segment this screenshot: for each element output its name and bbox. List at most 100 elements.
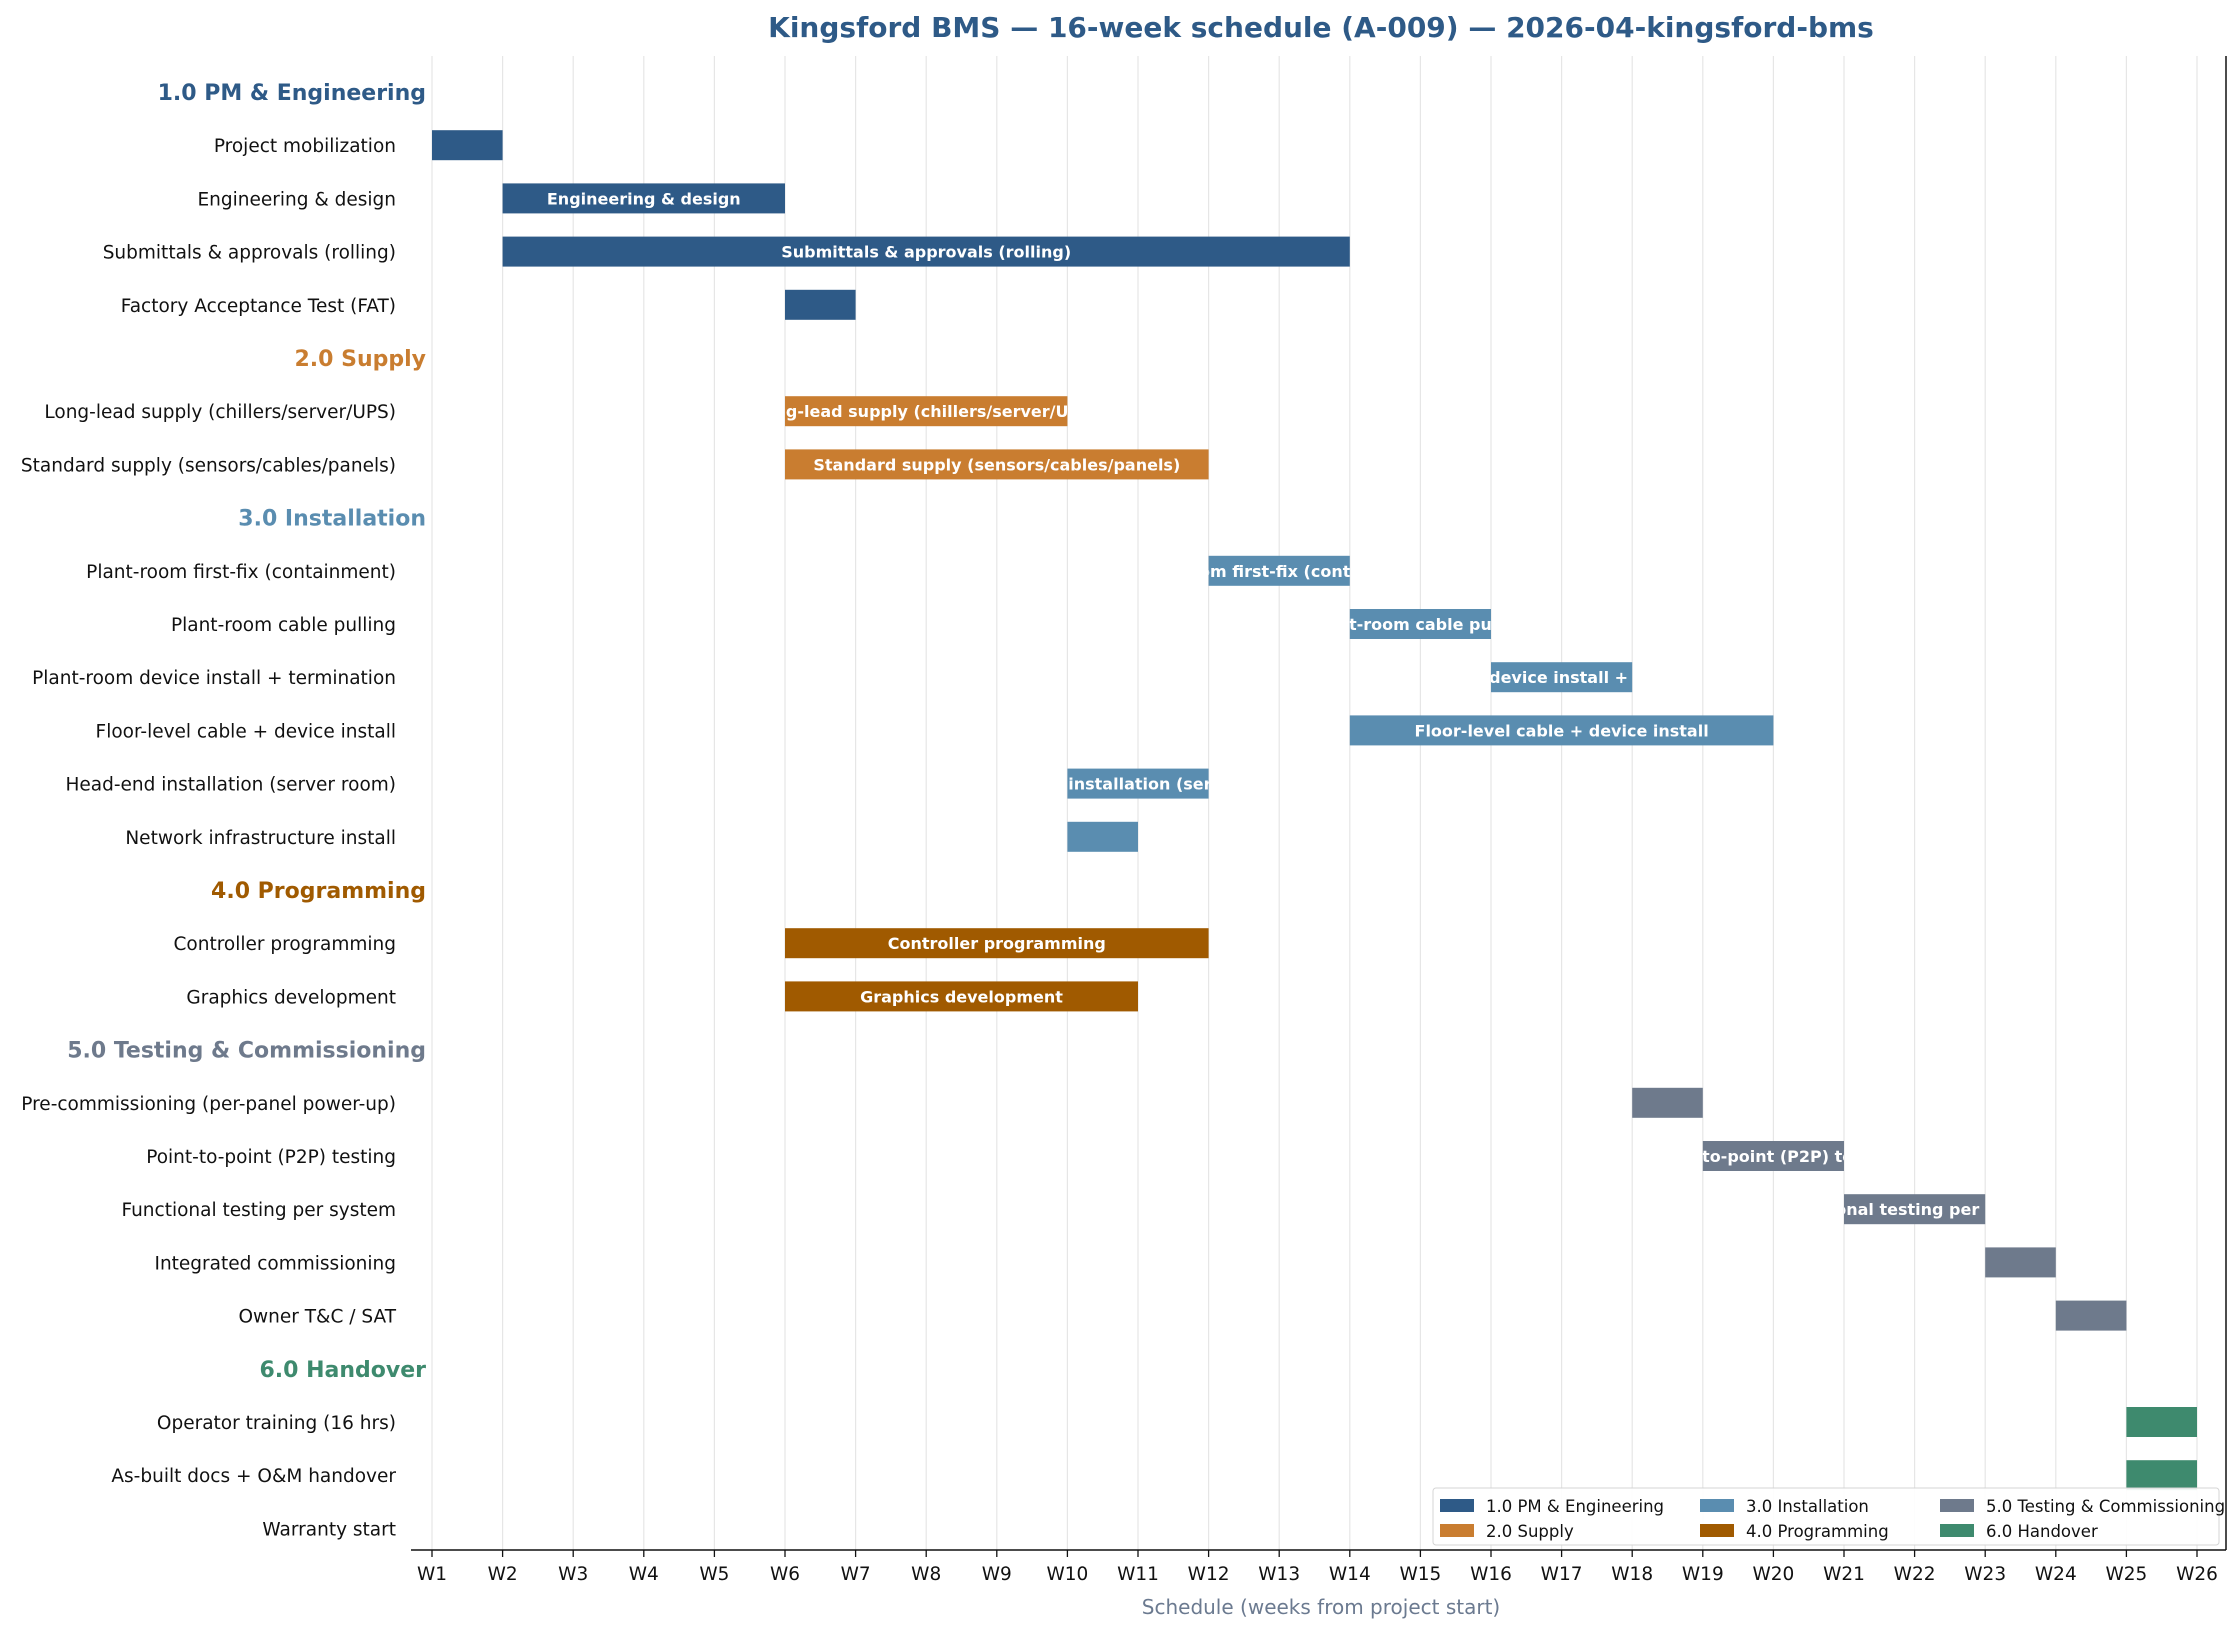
legend-swatch	[1700, 1524, 1734, 1537]
task-bar	[785, 928, 1209, 959]
chart-title: Kingsford BMS — 16-week schedule (A-009)…	[768, 11, 1874, 44]
legend: 1.0 PM & Engineering 2.0 Supply 3.0 Instal…	[1432, 1487, 2225, 1546]
bar-label: Head-end installation (server room)	[976, 775, 1300, 794]
x-tick-label: W12	[1188, 1564, 1230, 1585]
bar-label: Plant-room first-fix (containment)	[1126, 562, 1432, 581]
task-label: Point-to-point (P2P) testing	[146, 1147, 396, 1168]
task-label: Long-lead supply (chillers/server/UPS)	[44, 402, 396, 423]
bar-label: Standard supply (sensors/cables/panels)	[813, 455, 1180, 474]
x-tick-label: W7	[841, 1564, 871, 1585]
x-tick-label: W18	[1611, 1564, 1653, 1585]
bar-label: Graphics development	[860, 987, 1063, 1006]
x-tick-label: W8	[911, 1564, 941, 1585]
task-label: Operator training (16 hrs)	[157, 1413, 396, 1434]
task-label: Pre-commissioning (per-panel power-up)	[21, 1094, 396, 1115]
x-axis: W1 W2 W3 W4 W5 W6 W7 W8 W9 W10 W11 W12 W13 W14 W15 W16 W…	[411, 56, 2227, 1585]
bar-label: Controller programming	[888, 934, 1106, 953]
bar-label: Plant-room device install + termination	[1383, 668, 1740, 687]
task-label: Functional testing per system	[121, 1200, 396, 1221]
task-label: Plant-room device install + termination	[32, 668, 396, 689]
bar-label: Long-lead supply (chillers/server/UPS)	[753, 402, 1099, 421]
legend-swatch	[1700, 1499, 1734, 1512]
task-bar	[1702, 1141, 1844, 1171]
group-label: 4.0 Programming	[211, 879, 426, 904]
task-label: Graphics development	[186, 987, 396, 1008]
group-label: 1.0 PM & Engineering	[158, 81, 426, 106]
x-tick-label: W26	[2176, 1564, 2218, 1585]
x-tick-label: W23	[1964, 1564, 2006, 1585]
task-bar	[502, 183, 785, 214]
task-bar	[2055, 1300, 2127, 1331]
x-tick-label: W11	[1117, 1564, 1159, 1585]
task-label: Head-end installation (server room)	[65, 775, 396, 796]
x-tick-label: W6	[770, 1564, 800, 1585]
task-label: Engineering & design	[197, 189, 396, 210]
x-tick-label: W2	[488, 1564, 518, 1585]
task-label: Standard supply (sensors/cables/panels)	[21, 455, 396, 476]
task-label: Factory Acceptance Test (FAT)	[121, 296, 396, 317]
task-bar	[785, 449, 1209, 480]
bar-label: Functional testing per system	[1780, 1200, 2050, 1219]
x-tick-label: W22	[1894, 1564, 1936, 1585]
task-bar	[2126, 1407, 2197, 1437]
legend-swatch	[1440, 1499, 1474, 1512]
task-bar	[502, 236, 1350, 267]
group-label: 3.0 Installation	[238, 507, 426, 532]
group-label: 2.0 Supply	[294, 347, 426, 372]
legend-swatch	[1940, 1499, 1974, 1512]
task-bar	[785, 289, 856, 320]
task-label: Plant-room cable pulling	[171, 615, 396, 636]
task-label: Network infrastructure install	[125, 828, 396, 849]
task-label: Controller programming	[174, 934, 396, 955]
group-label: 6.0 Handover	[259, 1358, 426, 1383]
x-tick-label: W21	[1823, 1564, 1865, 1585]
task-bar	[1208, 555, 1350, 586]
task-bar	[1632, 1087, 1703, 1118]
legend-swatch	[1940, 1524, 1974, 1537]
x-tick-label: W5	[699, 1564, 729, 1585]
x-tick-label: W15	[1399, 1564, 1441, 1585]
x-tick-label: W16	[1470, 1564, 1512, 1585]
task-label: Warranty start	[262, 1519, 396, 1540]
grid-lines	[431, 56, 2198, 1550]
bar-label: Engineering & design	[547, 189, 741, 208]
x-tick-label: W3	[558, 1564, 588, 1585]
task-bar	[785, 981, 1138, 1012]
task-bar	[1349, 609, 1491, 639]
bar-label: Point-to-point (P2P) testing	[1648, 1147, 1898, 1166]
task-bar	[1349, 715, 1774, 746]
task-bar	[1491, 662, 1633, 693]
x-tick-label: W19	[1682, 1564, 1724, 1585]
task-label: Submittals & approvals (rolling)	[103, 243, 396, 264]
legend-label: 6.0 Handover	[1986, 1522, 2098, 1541]
legend-label: 2.0 Supply	[1486, 1522, 1574, 1541]
x-tick-label: W13	[1258, 1564, 1300, 1585]
x-tick-label: W10	[1046, 1564, 1088, 1585]
task-label: Plant-room first-fix (containment)	[86, 562, 396, 583]
task-bar	[1844, 1194, 1986, 1225]
x-tick-label: W14	[1329, 1564, 1371, 1585]
legend-label: 1.0 PM & Engineering	[1486, 1497, 1664, 1516]
task-bar	[1985, 1247, 2056, 1278]
task-bar	[2126, 1460, 2197, 1491]
bar-label: Floor-level cable + device install	[1415, 721, 1709, 740]
bar-label: Submittals & approvals (rolling)	[781, 243, 1071, 262]
x-tick-label: W1	[417, 1564, 447, 1585]
task-bar	[785, 396, 1068, 427]
group-label: 5.0 Testing & Commissioning	[67, 1039, 426, 1064]
legend-swatch	[1440, 1524, 1474, 1537]
legend-label: 3.0 Installation	[1746, 1497, 1869, 1516]
x-tick-label: W25	[2105, 1564, 2147, 1585]
bars: Engineering & design Submittals & approva…	[432, 130, 2197, 1491]
task-bar	[432, 130, 503, 161]
x-tick-label: W20	[1752, 1564, 1794, 1585]
x-tick-label: W17	[1541, 1564, 1583, 1585]
x-tick-label: W4	[629, 1564, 659, 1585]
x-tick-label: W9	[982, 1564, 1012, 1585]
legend-label: 5.0 Testing & Commissioning	[1986, 1497, 2225, 1516]
task-label: Integrated commissioning	[154, 1253, 396, 1274]
row-labels: 1.0 PM & Engineering Project mobilization…	[21, 81, 426, 1540]
task-label: Owner T&C / SAT	[238, 1307, 396, 1328]
task-label: Project mobilization	[214, 136, 396, 157]
